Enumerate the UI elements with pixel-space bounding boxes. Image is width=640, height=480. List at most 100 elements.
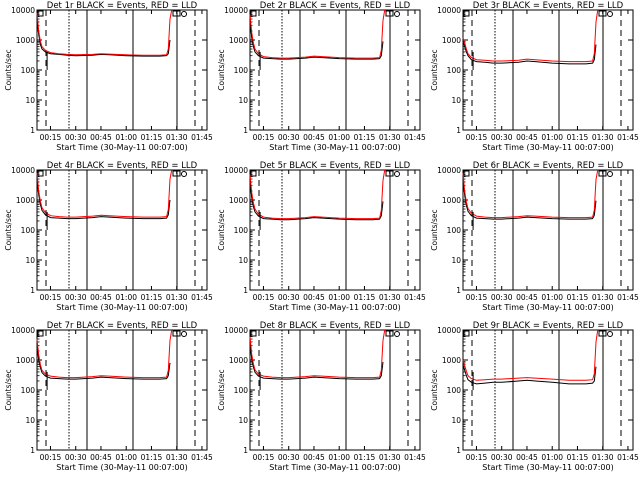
corner-marker [463, 330, 470, 337]
chart-title: Det 3r BLACK = Events, RED = LLD [473, 1, 624, 11]
chart-title: Det 4r BLACK = Events, RED = LLD [47, 161, 198, 171]
x-tick-label: 00:45 [303, 293, 325, 302]
series-line-lld [36, 169, 173, 218]
x-axis-label: Start Time (30-May-11 00:07:00) [482, 463, 613, 472]
x-tick-label: 01:00 [541, 293, 563, 302]
corner-marker [250, 10, 257, 17]
x-tick-label: 00:30 [278, 293, 300, 302]
series-line-events [462, 178, 597, 220]
chart-title: Det 5r BLACK = Events, RED = LLD [260, 161, 411, 171]
x-tick-label: 01:15 [141, 453, 163, 462]
x-axis-label: Start Time (30-May-11 00:07:00) [482, 143, 613, 152]
x-tick-label: 01:00 [115, 293, 137, 302]
series-line-events [249, 181, 384, 221]
x-tick-label: 01:15 [354, 293, 376, 302]
corner-marker [172, 170, 181, 177]
y-tick-label: 1000 [229, 356, 248, 365]
chart-title: Det 9r BLACK = Events, RED = LLD [473, 321, 624, 331]
x-tick-label: 01:15 [567, 133, 589, 142]
x-tick-label: 00:15 [466, 133, 488, 142]
x-tick-label: 01:30 [166, 453, 188, 462]
y-tick-label: 100 [21, 226, 36, 235]
corner-marker [172, 330, 181, 337]
corner-marker [394, 171, 400, 177]
corner-marker [172, 10, 181, 17]
y-tick-label: 10000 [11, 326, 35, 335]
corner-marker [37, 170, 44, 177]
plot-frame [462, 169, 634, 291]
y-tick-label: 1000 [229, 196, 248, 205]
y-tick-label: 100 [447, 226, 462, 235]
y-tick-label: 10000 [437, 6, 461, 15]
y-tick-label: 100 [447, 66, 462, 75]
y-tick-label: 1 [243, 286, 248, 295]
x-tick-label: 01:30 [379, 453, 401, 462]
x-tick-label: 01:30 [379, 133, 401, 142]
plot-frame [36, 169, 208, 291]
y-axis-label: Counts/sec [217, 369, 226, 410]
x-tick-label: 01:00 [328, 293, 350, 302]
y-tick-label: 1000 [442, 356, 461, 365]
x-tick-label: 01:45 [404, 133, 426, 142]
series-line-events [36, 178, 171, 220]
y-axis-label: Counts/sec [430, 209, 439, 250]
y-tick-label: 10 [451, 256, 461, 265]
series-line-events [462, 41, 597, 65]
x-tick-label: 01:45 [191, 133, 213, 142]
y-tick-label: 10 [25, 416, 35, 425]
y-tick-label: 1 [456, 286, 461, 295]
corner-marker [463, 170, 470, 177]
x-tick-label: 00:45 [516, 293, 538, 302]
x-tick-label: 01:00 [328, 133, 350, 142]
corner-marker [463, 10, 470, 17]
x-tick-label: 00:15 [253, 453, 275, 462]
series-line-lld [36, 329, 173, 379]
plot-frame [36, 9, 208, 131]
x-tick-label: 00:45 [303, 453, 325, 462]
x-tick-label: 01:45 [617, 133, 639, 142]
x-tick-label: 01:30 [166, 133, 188, 142]
plot-frame [462, 9, 634, 131]
series-line-events [249, 343, 384, 380]
plot-frame [36, 329, 208, 451]
x-tick-label: 00:30 [65, 133, 87, 142]
y-tick-label: 1 [30, 126, 35, 135]
plot-frame [249, 169, 421, 291]
y-tick-label: 100 [21, 66, 36, 75]
y-tick-label: 10000 [224, 166, 248, 175]
y-axis-label: Counts/sec [4, 49, 13, 90]
y-tick-label: 10000 [11, 6, 35, 15]
x-tick-label: 01:45 [617, 453, 639, 462]
x-tick-label: 01:15 [141, 293, 163, 302]
chart-title: Det 1r BLACK = Events, RED = LLD [47, 1, 198, 11]
x-axis-label: Start Time (30-May-11 00:07:00) [269, 143, 400, 152]
x-tick-label: 00:15 [40, 293, 62, 302]
x-tick-label: 01:45 [404, 453, 426, 462]
x-tick-label: 01:15 [567, 453, 589, 462]
chart-title: Det 6r BLACK = Events, RED = LLD [473, 161, 624, 171]
corner-marker [598, 10, 607, 17]
series-line-lld [249, 169, 386, 220]
x-tick-label: 01:00 [115, 453, 137, 462]
y-axis-label: Counts/sec [430, 49, 439, 90]
y-tick-label: 100 [234, 226, 249, 235]
corner-marker [394, 331, 400, 337]
y-tick-label: 10 [238, 96, 248, 105]
series-line-lld [462, 329, 599, 381]
x-tick-label: 00:30 [278, 133, 300, 142]
corner-marker [37, 330, 44, 337]
chart-title: Det 2r BLACK = Events, RED = LLD [260, 1, 411, 11]
x-tick-label: 00:15 [253, 293, 275, 302]
corner-marker [598, 330, 607, 337]
y-axis-label: Counts/sec [430, 369, 439, 410]
corner-marker [607, 331, 613, 337]
x-tick-label: 01:15 [141, 133, 163, 142]
x-tick-label: 01:00 [541, 133, 563, 142]
